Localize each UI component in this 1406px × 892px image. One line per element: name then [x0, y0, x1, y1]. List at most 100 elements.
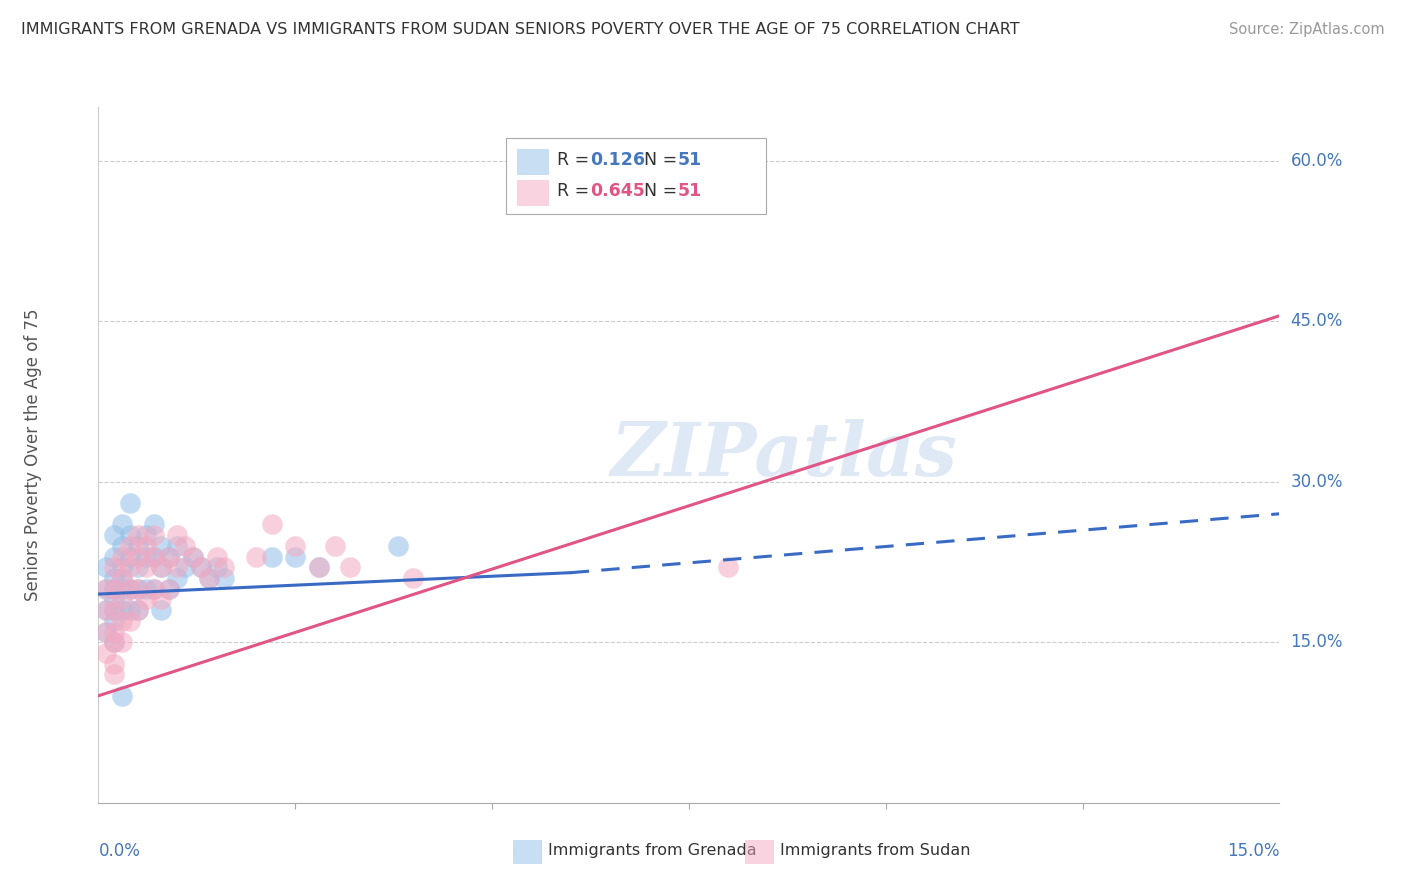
Point [96, 603, 118, 617]
Point [157, 582, 180, 596]
Text: Seniors Poverty Over the Age of 75: Seniors Poverty Over the Age of 75 [24, 309, 42, 601]
Point [260, 549, 283, 564]
Text: 51: 51 [678, 151, 702, 169]
Point [308, 560, 330, 574]
Point [111, 689, 134, 703]
Text: R =: R = [557, 182, 595, 200]
Point [127, 549, 149, 564]
Point [135, 528, 157, 542]
Point [190, 560, 212, 574]
Point [103, 635, 125, 649]
Point [142, 582, 165, 596]
Text: R =: R = [557, 151, 595, 169]
Point [118, 549, 141, 564]
Text: 60.0%: 60.0% [1291, 152, 1343, 169]
Point [96, 603, 118, 617]
Point [111, 539, 134, 553]
Point [135, 549, 157, 564]
Point [103, 592, 125, 607]
Point [214, 560, 236, 574]
Point [103, 603, 125, 617]
Point [111, 592, 134, 607]
Point [284, 539, 307, 553]
Point [103, 582, 125, 596]
Point [127, 603, 149, 617]
Point [103, 657, 125, 671]
Text: Source: ZipAtlas.com: Source: ZipAtlas.com [1229, 22, 1385, 37]
Point [103, 667, 125, 681]
Point [135, 539, 157, 553]
Text: 30.0%: 30.0% [1291, 473, 1343, 491]
Point [245, 549, 267, 564]
Text: N =: N = [633, 182, 682, 200]
Point [142, 549, 165, 564]
Point [142, 549, 165, 564]
Point [402, 571, 425, 585]
Point [157, 549, 180, 564]
Point [214, 571, 236, 585]
Point [103, 549, 125, 564]
Text: 51: 51 [678, 182, 702, 200]
Point [118, 614, 141, 628]
Text: Immigrants from Grenada: Immigrants from Grenada [548, 844, 756, 858]
Point [308, 560, 330, 574]
Point [118, 539, 141, 553]
Point [96, 582, 118, 596]
Point [127, 528, 149, 542]
Point [111, 603, 134, 617]
Point [150, 603, 173, 617]
Point [103, 603, 125, 617]
Point [103, 528, 125, 542]
Point [103, 571, 125, 585]
Point [166, 528, 188, 542]
Point [127, 539, 149, 553]
Text: 15.0%: 15.0% [1227, 842, 1279, 860]
Point [118, 582, 141, 596]
Point [118, 603, 141, 617]
Point [197, 571, 219, 585]
Point [260, 517, 283, 532]
Point [135, 592, 157, 607]
Point [103, 635, 125, 649]
Point [157, 549, 180, 564]
Point [96, 560, 118, 574]
Point [103, 582, 125, 596]
Point [150, 592, 173, 607]
Point [142, 528, 165, 542]
Text: ZIPatlas: ZIPatlas [610, 418, 957, 491]
Text: 15.0%: 15.0% [1291, 633, 1343, 651]
Point [142, 517, 165, 532]
Point [127, 582, 149, 596]
Point [96, 582, 118, 596]
Point [166, 560, 188, 574]
Point [197, 571, 219, 585]
Point [150, 560, 173, 574]
Point [181, 549, 204, 564]
Point [118, 582, 141, 596]
Point [190, 560, 212, 574]
Point [118, 496, 141, 510]
Text: 0.0%: 0.0% [98, 842, 141, 860]
Text: 0.126: 0.126 [591, 151, 645, 169]
Point [520, 164, 543, 178]
Point [150, 539, 173, 553]
Point [118, 560, 141, 574]
Point [150, 560, 173, 574]
Text: N =: N = [633, 151, 682, 169]
Point [142, 582, 165, 596]
Point [135, 582, 157, 596]
Point [166, 539, 188, 553]
Point [127, 603, 149, 617]
Point [205, 560, 228, 574]
Point [111, 560, 134, 574]
Point [96, 624, 118, 639]
Point [717, 560, 740, 574]
Point [157, 582, 180, 596]
Point [181, 549, 204, 564]
Point [96, 646, 118, 660]
Point [284, 549, 307, 564]
Point [96, 624, 118, 639]
Point [135, 560, 157, 574]
Point [339, 560, 361, 574]
Point [118, 528, 141, 542]
